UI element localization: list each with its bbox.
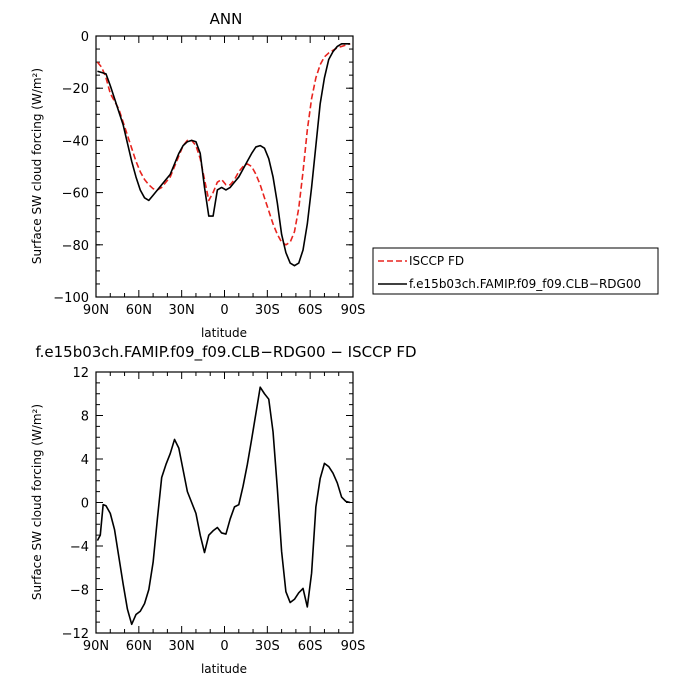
y-tick-label: −40 <box>62 134 89 149</box>
top-chart-y-axis-label: Surface SW cloud forcing (W/m²) <box>30 68 44 264</box>
x-tick-label: 90N <box>83 303 109 318</box>
y-tick-label: −100 <box>53 291 89 306</box>
legend-box <box>372 247 659 295</box>
top-chart-title: ANN <box>210 10 243 28</box>
y-tick-label: −80 <box>62 239 89 254</box>
y-tick-label: −4 <box>70 540 89 555</box>
bottom-chart-series <box>96 386 351 626</box>
y-tick-label: 8 <box>81 410 89 425</box>
bottom-chart-plot-frame <box>95 371 354 634</box>
y-tick-label: −8 <box>70 584 89 599</box>
y-tick-label: 0 <box>81 30 89 45</box>
y-tick-label: 4 <box>81 453 89 468</box>
top-chart-x-axis-label: latitude <box>201 326 247 340</box>
legend: ISCCP FD f.e15b03ch.FAMIP.f09_f09.CLB−RD… <box>372 247 659 295</box>
top-chart-plot-frame <box>95 35 354 298</box>
top-chart-panel: ANN 90N 60N 30N 0 30S 60S 90S 0 −20 −40 −60 −80 −100… <box>30 10 365 340</box>
x-tick-label: 30N <box>169 303 195 318</box>
legend-label-model: f.e15b03ch.FAMIP.f09_f09.CLB−RDG00 <box>409 277 641 291</box>
y-tick-label: −60 <box>62 187 89 202</box>
bottom-chart-ticks <box>95 371 354 634</box>
x-tick-label: 90N <box>83 639 109 654</box>
x-tick-label: 90S <box>341 303 366 318</box>
x-tick-label: 30S <box>255 303 280 318</box>
x-tick-label: 60N <box>126 639 152 654</box>
top-chart-tick-labels: 90N 60N 30N 0 30S 60S 90S 0 −20 −40 −60 −80 −100 <box>53 30 365 318</box>
bottom-chart-y-axis-label: Surface SW cloud forcing (W/m²) <box>30 404 44 600</box>
x-tick-label: 60S <box>298 303 323 318</box>
legend-label-isccp: ISCCP FD <box>409 254 464 268</box>
x-tick-label: 0 <box>220 639 228 654</box>
x-tick-label: 0 <box>220 303 228 318</box>
bottom-chart-tick-labels: 90N 60N 30N 0 30S 60S 90S 12 8 4 0 −4 −8 −12 <box>62 366 366 654</box>
y-tick-label: 12 <box>72 366 89 381</box>
x-tick-label: 60N <box>126 303 152 318</box>
y-tick-label: −20 <box>62 82 89 97</box>
p1-series-line-0 <box>96 43 351 246</box>
x-tick-label: 30S <box>255 639 280 654</box>
top-chart-series <box>96 43 351 267</box>
x-tick-label: 60S <box>298 639 323 654</box>
x-tick-label: 30N <box>169 639 195 654</box>
p1-series-line-1 <box>97 43 351 267</box>
y-tick-label: −12 <box>62 627 89 642</box>
p2-series-line-0 <box>96 386 351 626</box>
bottom-chart-x-axis-label: latitude <box>201 662 247 676</box>
bottom-chart-panel: f.e15b03ch.FAMIP.f09_f09.CLB−RDG00 − ISC… <box>30 343 417 676</box>
y-tick-label: 0 <box>81 497 89 512</box>
bottom-chart-title: f.e15b03ch.FAMIP.f09_f09.CLB−RDG00 − ISC… <box>35 343 416 362</box>
x-tick-label: 90S <box>341 639 366 654</box>
